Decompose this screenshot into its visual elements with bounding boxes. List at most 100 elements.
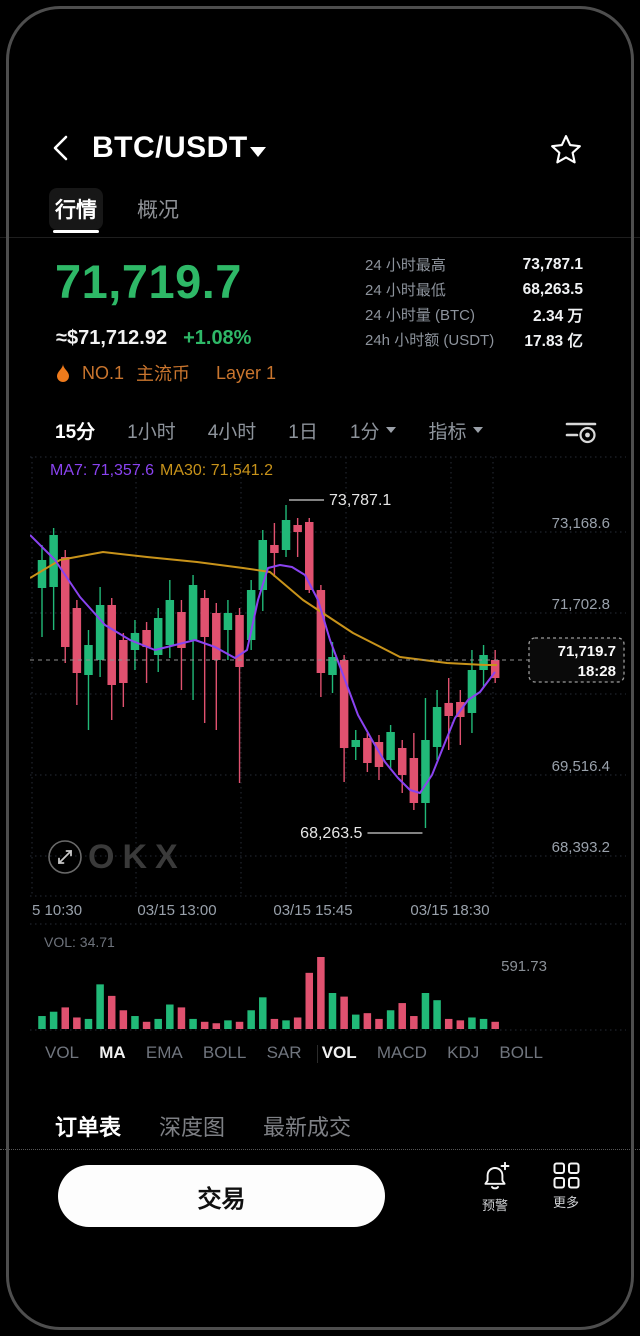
indicator-macd-6[interactable]: MACD — [376, 1043, 427, 1062]
stat-label: 24 小时量 (BTC) — [365, 307, 476, 324]
trade-button[interactable]: 交易 — [58, 1165, 385, 1227]
candle — [305, 522, 314, 590]
stat-value: 17.83 亿 — [524, 332, 583, 350]
candle — [107, 605, 116, 685]
volume-bar — [444, 1018, 453, 1029]
indicator-sar-4[interactable]: SAR — [266, 1043, 302, 1062]
stat-label: 24 小时最低 — [365, 282, 446, 299]
candle — [386, 732, 395, 760]
back-button[interactable] — [50, 134, 74, 162]
price-change-pct: +1.08% — [183, 327, 252, 349]
volume-bar — [177, 1007, 186, 1029]
timeframe-1日[interactable]: 1日 — [288, 421, 318, 443]
candle — [142, 630, 151, 647]
page-title[interactable]: BTC/USDT — [92, 131, 248, 164]
low-annotation-label: 68,263.5 — [300, 825, 362, 842]
rank-badge[interactable]: NO.1 — [82, 362, 125, 383]
candles — [37, 505, 500, 829]
title-dropdown-caret-icon[interactable] — [250, 147, 266, 157]
candle — [444, 703, 453, 716]
volume-label: VOL: 34.71 — [44, 934, 115, 950]
indicator-boll-8[interactable]: BOLL — [499, 1043, 543, 1062]
candlestick-chart[interactable]: OKX MA7: 71,357.6 MA30: 71,541.2 73,168.6 71… — [30, 455, 626, 925]
tag-badge[interactable]: Layer 1 — [216, 362, 277, 383]
favorite-star-icon[interactable] — [550, 134, 582, 166]
candle — [200, 598, 209, 637]
indicator-ema-2[interactable]: EMA — [145, 1043, 183, 1062]
tab-overview[interactable]: 概况 — [137, 199, 179, 222]
stats-24h: 24 小时最高 73,787.1 24 小时最低 68,263.5 24 小时量 (BT… — [365, 252, 583, 352]
tag-badge[interactable]: 主流币 — [136, 364, 191, 384]
candle — [188, 585, 198, 640]
expand-chart-button[interactable] — [48, 840, 82, 874]
volume-bar — [259, 997, 267, 1029]
panel-tabs: 订单表 深度图 最新成交 — [55, 1110, 351, 1142]
panel-tab-2[interactable]: 最新成交 — [263, 1115, 352, 1140]
fiat-approx-price: ≈$71,712.92 — [56, 327, 168, 349]
candle — [479, 655, 488, 670]
stat-row: 24 小时最高 73,787.1 — [365, 252, 583, 277]
panel-tab-1[interactable]: 深度图 — [159, 1115, 226, 1140]
candle — [293, 525, 302, 532]
chart-grid — [30, 456, 626, 897]
tab-market[interactable]: 行情 — [55, 194, 97, 224]
watermark-text: OKX — [88, 838, 186, 876]
ma30-line — [30, 551, 497, 666]
volume-bar — [38, 1016, 46, 1029]
grid-more-icon — [553, 1162, 579, 1189]
volume-bar — [131, 1016, 139, 1029]
indicator-vol-0[interactable]: VOL — [45, 1043, 80, 1062]
more-button[interactable]: 更多 — [540, 1162, 592, 1211]
candle — [177, 612, 186, 648]
chevron-down-icon — [473, 427, 484, 433]
volume-bar — [107, 995, 116, 1029]
indicator-boll-3[interactable]: BOLL — [202, 1043, 247, 1062]
timeframe-4小时[interactable]: 4小时 — [207, 421, 257, 443]
expand-arrows-icon — [58, 850, 72, 864]
candle — [212, 613, 221, 660]
candle — [119, 640, 128, 683]
volume-bar — [363, 1013, 372, 1029]
volume-bar — [189, 1018, 197, 1029]
current-price-time: 18:28 — [578, 663, 616, 680]
volume-bar — [410, 1016, 418, 1029]
star-outline — [551, 135, 581, 164]
alert-button[interactable]: 预警 — [469, 1162, 521, 1214]
timeframe-15分[interactable]: 15分 — [55, 421, 96, 443]
y-axis-label: 69,516.4 — [552, 758, 610, 775]
ma7-line — [30, 534, 496, 794]
volume-bar — [166, 1004, 174, 1029]
volume-bar — [49, 1011, 58, 1029]
timeframe-1小时[interactable]: 1小时 — [127, 421, 176, 443]
current-price-box[interactable] — [528, 637, 625, 683]
divider — [317, 1045, 318, 1063]
indicator-vol-5[interactable]: VOL — [321, 1043, 357, 1062]
candle — [95, 605, 105, 660]
candle — [351, 740, 360, 747]
candle — [467, 670, 477, 713]
timeframe-指标[interactable]: 指标 — [428, 417, 484, 444]
flame-icon — [57, 364, 69, 382]
volume-bar — [235, 1021, 244, 1029]
volume-bar — [84, 1018, 93, 1029]
volume-bar — [386, 1010, 395, 1029]
stat-label: 24 小时最高 — [365, 257, 446, 274]
indicator-ma-1[interactable]: MA — [99, 1043, 126, 1062]
indicator-kdj-7[interactable]: KDJ — [447, 1043, 480, 1062]
candle — [339, 660, 349, 748]
volume-bar — [375, 1018, 383, 1029]
candle — [397, 748, 407, 775]
indicator-settings-icon[interactable] — [564, 416, 598, 444]
active-tab-underline — [53, 230, 99, 233]
panel-tab-0[interactable]: 订单表 — [55, 1115, 122, 1140]
x-axis-label: 03/15 18:30 — [410, 902, 489, 919]
volume-bar — [270, 1018, 279, 1029]
volume-bar — [305, 972, 314, 1029]
volume-bar — [398, 1003, 406, 1029]
x-axis-label: 03/15 15:45 — [273, 902, 352, 919]
top-tabs: 行情 概况 — [55, 194, 179, 224]
timeframe-1分[interactable]: 1分 — [350, 417, 397, 444]
volume-bar — [433, 1000, 441, 1029]
okx-watermark: OKX — [48, 838, 186, 876]
tune-dot — [585, 432, 590, 438]
